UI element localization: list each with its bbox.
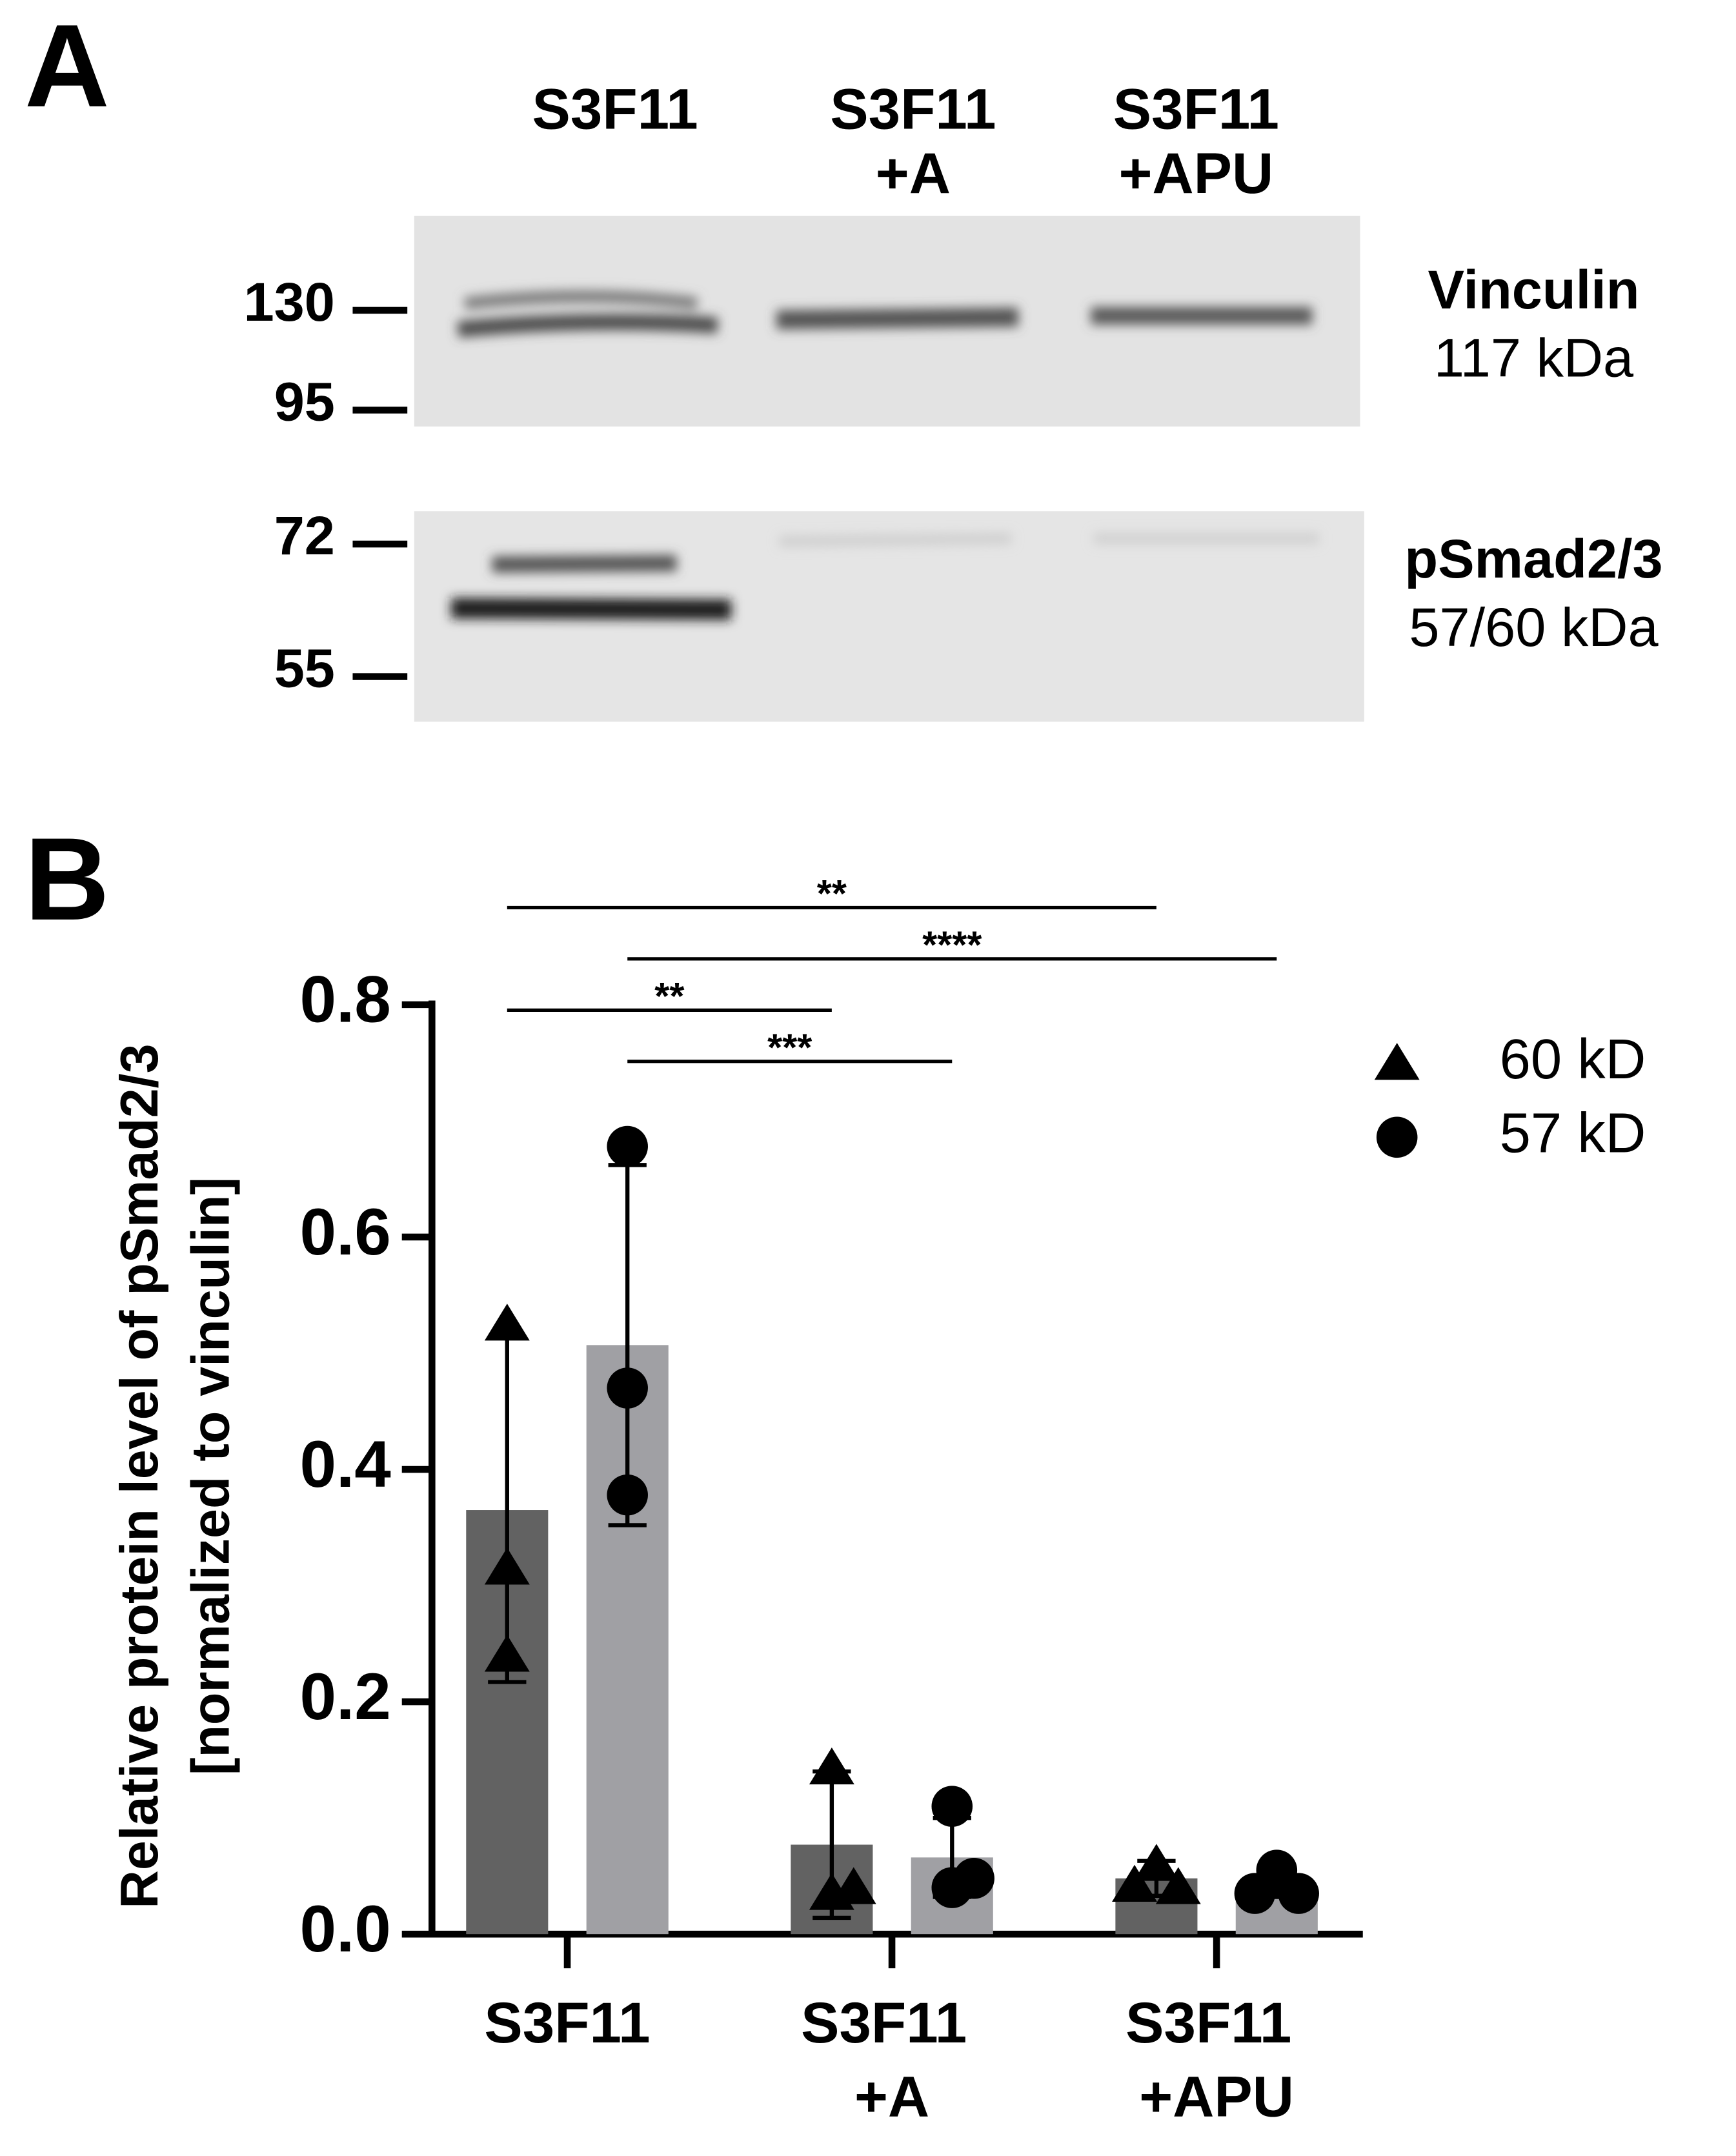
data-point [953,1857,994,1899]
y-axis-label: [normalized to vinculin] [180,1177,240,1775]
y-tick-label: 0.2 [299,1660,390,1733]
marker-label: 130 [244,271,335,332]
data-point [607,1125,648,1167]
bands [457,290,1313,338]
data-point [484,1304,530,1341]
y-tick-label: 0.4 [299,1427,390,1501]
western-blot [414,216,1364,722]
panel-label: A [25,0,110,132]
x-tick-label: S3F11 +APU [1125,1990,1307,2128]
blot-labels: S3F11 S3F11+AS3F11+APU130957255Vinculin11… [244,76,1663,698]
protein-size: 57/60 kDa [1409,596,1659,658]
y-tick-label: 0.6 [299,1195,390,1269]
legend-label: 60 kD [1500,1028,1646,1091]
data-point [1112,1864,1157,1902]
lane-label: S3F11 [830,76,996,141]
significance-label: *** [767,1025,812,1069]
lane-label: +A [876,141,951,205]
x-tick-label: S3F11 +A [801,1990,983,2128]
marker-label: 72 [274,505,335,566]
protein-name: Vinculin [1428,259,1640,320]
bar-chart: B 0.0 0.2 0.4 0.6 0.8 Relative protein level o… [25,813,1646,2128]
marker-label: 95 [274,371,335,432]
significance-label: **** [922,923,982,967]
data-point [1234,1873,1276,1914]
significance-label: ** [817,872,847,915]
lane-label: S3F11 [532,76,698,141]
y-tick-label: 0.8 [299,963,390,1036]
protein-size: 117 kDa [1434,327,1634,388]
data-point [831,1867,876,1904]
bands [450,533,1319,620]
data-point [1278,1873,1319,1914]
y-tick-label: 0.0 [299,1892,390,1966]
legend-label: 57 kD [1500,1102,1646,1164]
legend-marker [1376,1116,1418,1158]
legend-marker [1374,1043,1420,1080]
x-tick-label: S3F11 [484,1990,650,2055]
panel-label: B [25,813,110,945]
marker-label: 55 [274,638,335,699]
lane-label: +APU [1118,141,1273,205]
significance-label: ** [654,974,685,1018]
data-point [809,1747,854,1785]
y-axis-label: Relative protein level of pSmad2/3 [109,1043,169,1908]
lane-label: S3F11 [1113,76,1279,141]
protein-name: pSmad2/3 [1404,528,1662,589]
